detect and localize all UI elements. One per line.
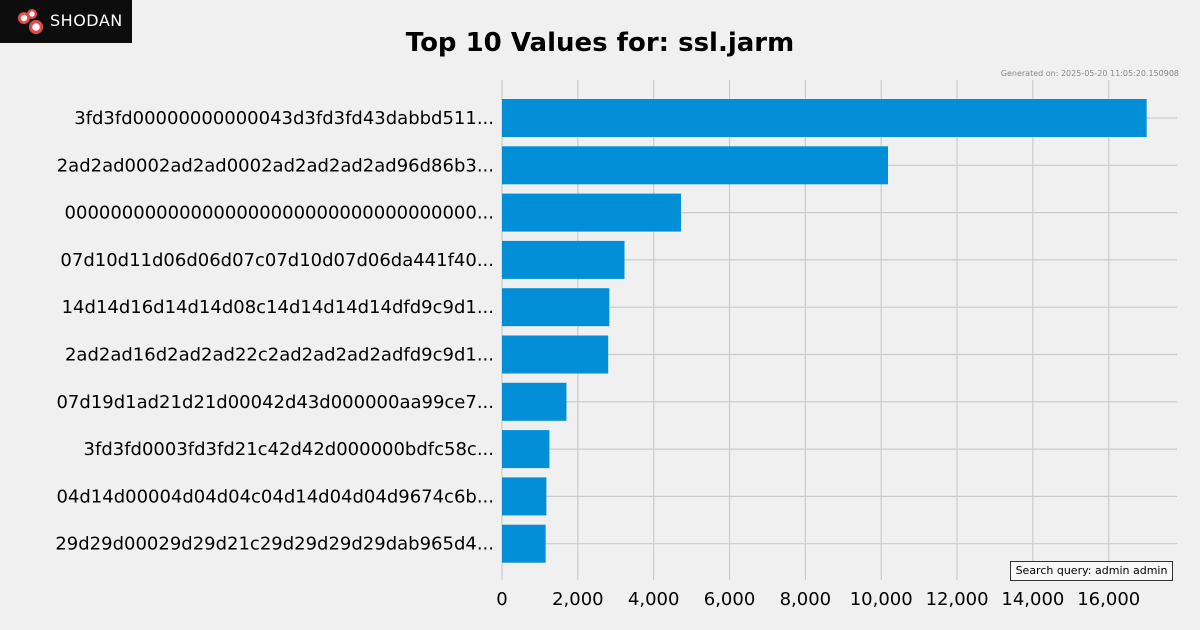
chart-title: Top 10 Values for: ssl.jarm bbox=[405, 28, 795, 58]
category-label: 000000000000000000000000000000000000... bbox=[65, 203, 494, 224]
bar bbox=[502, 146, 889, 185]
bar bbox=[502, 99, 1147, 137]
shodan-logo: SHODAN bbox=[0, 0, 132, 43]
bar bbox=[502, 193, 681, 232]
bar bbox=[502, 524, 546, 563]
category-label: 2ad2ad0002ad2ad0002ad2ad2ad2ad96d86b3... bbox=[57, 155, 494, 176]
x-tick-label: 12,000 bbox=[926, 589, 989, 610]
search-query-box: Search query: admin admin bbox=[1010, 561, 1173, 581]
bar bbox=[502, 382, 567, 421]
shodan-logo-text: SHODAN bbox=[50, 11, 123, 30]
x-tick-label: 10,000 bbox=[850, 589, 913, 610]
x-tick-label: 0 bbox=[496, 589, 507, 610]
category-label: 14d14d16d14d14d08c14d14d14d14dfd9c9d1... bbox=[62, 297, 494, 318]
category-label: 07d19d1ad21d21d00042d43d000000aa99ce7... bbox=[56, 392, 494, 413]
x-tick-label: 6,000 bbox=[704, 589, 756, 610]
bar bbox=[502, 335, 609, 374]
shodan-logo-icon bbox=[18, 9, 43, 34]
bar bbox=[502, 240, 625, 279]
bar bbox=[502, 477, 547, 516]
x-tick-label: 14,000 bbox=[1001, 589, 1064, 610]
category-label: 3fd3fd0003fd3fd21c42d42d000000bdfc58c... bbox=[84, 439, 494, 460]
category-label: 3fd3fd00000000000043d3fd3fd43dabbd511... bbox=[74, 108, 494, 129]
category-label: 04d14d00004d04d04c04d14d04d04d9674c6b... bbox=[56, 486, 494, 507]
bar bbox=[502, 288, 610, 327]
category-label: 07d10d11d06d06d07c07d10d07d06da441f40... bbox=[60, 250, 494, 271]
x-tick-label: 4,000 bbox=[628, 589, 680, 610]
category-label: 29d29d00029d29d21c29d29d29d29dab965d4... bbox=[55, 534, 494, 555]
x-tick-label: 2,000 bbox=[552, 589, 604, 610]
category-label: 2ad2ad16d2ad2ad22c2ad2ad2ad2adfd9c9d1... bbox=[65, 345, 494, 366]
x-tick-label: 8,000 bbox=[780, 589, 832, 610]
bar bbox=[502, 430, 550, 469]
x-tick-label: 16,000 bbox=[1077, 589, 1140, 610]
generated-timestamp: Generated on: 2025-05-20 11:05:20.150908 bbox=[1000, 69, 1179, 78]
